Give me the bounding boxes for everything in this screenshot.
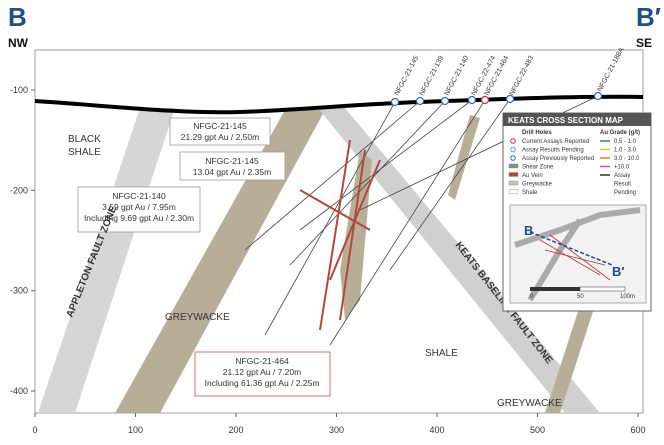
direction: SE xyxy=(636,36,652,50)
drill-hole-label: NFGC-21-145 xyxy=(394,55,421,97)
callout: Including 61.36 gpt Au / 2.25m xyxy=(205,378,320,388)
legend-symbol xyxy=(510,146,516,153)
drill-hole-label: NFGC-22-483 xyxy=(509,55,536,97)
drill-traces xyxy=(244,95,599,346)
legend-symbol xyxy=(508,163,519,169)
callout: 13.04 gpt Au / 2.35m xyxy=(193,167,271,177)
y-tick-label: -100 xyxy=(10,85,28,95)
legend-item: 1.0 - 3.0 xyxy=(614,148,637,154)
drill-hole-label: NFGC-21-139 xyxy=(419,55,446,97)
callout: NFGC-21-145 xyxy=(193,121,247,131)
legend-item: Greywacke xyxy=(522,182,553,188)
x-tick-label: 200 xyxy=(228,425,243,435)
surface xyxy=(34,94,644,115)
y-tick-label: -200 xyxy=(10,185,28,195)
legend-item: 0.5 - 1.0 xyxy=(614,139,637,145)
legend-item: Current Assays Reported xyxy=(522,139,589,145)
section-letter: B xyxy=(8,2,27,32)
legend-symbol xyxy=(510,138,516,144)
callout: 21.29 gpt Au / 2.50m xyxy=(181,132,259,142)
legend: KEATS CROSS SECTION MAP Drill Holes Au G… xyxy=(502,112,652,312)
legend-item: Au Vein xyxy=(522,173,543,179)
geology xyxy=(38,108,600,413)
legend-title: KEATS CROSS SECTION MAP xyxy=(508,116,624,125)
callout-boxes xyxy=(77,117,331,397)
legend-item: Assay xyxy=(614,173,630,179)
drill-hole-label: NFGC-21-188A xyxy=(597,46,626,93)
callout: NFGC-21-464 xyxy=(235,356,289,366)
unit-label: BLACK xyxy=(68,134,101,145)
callout: NFGC-21-145 xyxy=(205,156,259,166)
x-tick-label: 600 xyxy=(630,425,645,435)
section-letter: B′ xyxy=(636,2,661,32)
x-tick-label: 400 xyxy=(429,425,444,435)
inset-label: B xyxy=(524,223,533,238)
legend-item: Shale xyxy=(522,190,538,196)
legend-item: Result xyxy=(614,182,631,188)
unit-label: SHALE xyxy=(68,147,101,158)
callout: Including 9.69 gpt Au / 2.30m xyxy=(84,213,194,223)
scale-label: 100m xyxy=(620,294,635,300)
x-tick-label: 300 xyxy=(329,425,344,435)
legend-symbol xyxy=(510,155,516,161)
au-veins xyxy=(299,139,381,331)
x-tick-label: 0 xyxy=(32,425,37,435)
legend-item: Pending xyxy=(614,190,636,196)
legend-item: +10.0 xyxy=(614,165,630,171)
callout: 3.59 gpt Au / 7.95m xyxy=(102,202,176,212)
legend-heading: Drill Holes xyxy=(522,130,552,136)
callout: 21.12 gpt Au / 7.20m xyxy=(223,367,301,377)
legend-item: 3.0 - 10.0 xyxy=(614,156,640,162)
y-tick-label: -400 xyxy=(10,386,28,396)
unit-label: GREYWACKE xyxy=(497,398,562,409)
unit-label: GREYWACKE xyxy=(165,312,230,323)
unit-label: SHALE xyxy=(425,348,458,359)
x-tick-label: 500 xyxy=(530,425,545,435)
legend-item: Assay Previously Reported xyxy=(522,156,594,162)
legend-symbol xyxy=(508,180,519,186)
legend-symbol xyxy=(508,172,519,177)
scale-label: 0 xyxy=(530,294,534,300)
drill-hole-label: NFGC-21-140 xyxy=(444,55,471,97)
inset-label: B′ xyxy=(612,264,625,279)
legend-symbol xyxy=(508,189,519,194)
callout: NFGC-21-140 xyxy=(112,191,166,201)
collars xyxy=(390,91,603,107)
y-tick-label: -300 xyxy=(10,286,28,296)
x-tick-label: 100 xyxy=(128,425,143,435)
legend-heading: Au Grade (g/t) xyxy=(600,130,640,136)
direction: NW xyxy=(8,36,29,50)
legend-item: Assay Results Pending xyxy=(522,148,584,154)
scale-label: 50 xyxy=(577,294,584,300)
legend-item: Shear Zone xyxy=(522,165,554,171)
